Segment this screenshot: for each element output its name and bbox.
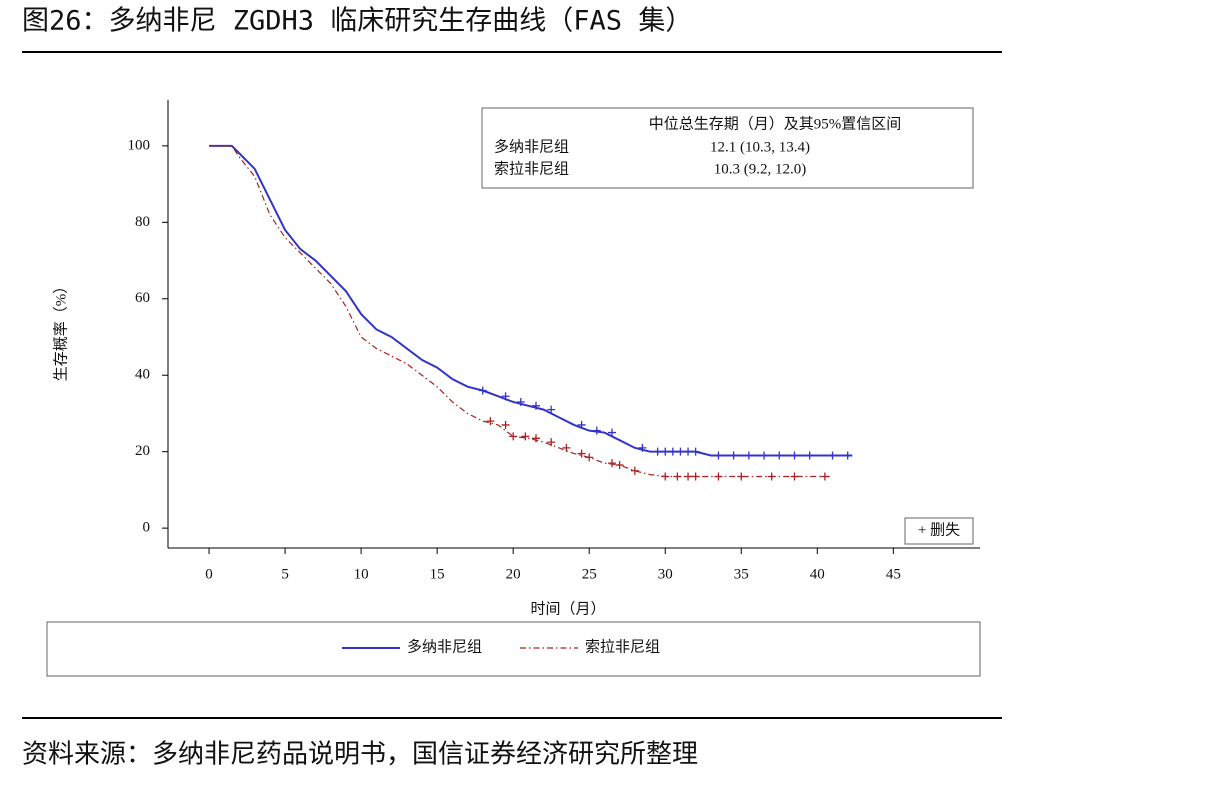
censor-mark xyxy=(744,451,753,460)
x-tick-label: 25 xyxy=(582,566,597,582)
y-axis-label: 生存概率（%） xyxy=(52,279,69,382)
censor-mark xyxy=(585,453,594,462)
censor-mark xyxy=(668,447,677,456)
censor-mark xyxy=(676,447,685,456)
censor-mark xyxy=(790,472,799,481)
censor-mark xyxy=(478,386,487,395)
x-tick-label: 40 xyxy=(810,566,825,582)
y-tick-label: 60 xyxy=(135,290,150,306)
censor-box xyxy=(904,517,974,545)
censor-mark xyxy=(516,397,525,406)
censor-mark xyxy=(486,417,495,426)
censor-mark xyxy=(760,451,769,460)
survival-line xyxy=(209,145,833,478)
censor-mark xyxy=(608,428,617,437)
censor-mark xyxy=(684,447,693,456)
y-tick-label: 80 xyxy=(135,214,150,230)
legend-label: 索拉非尼组 xyxy=(585,638,660,655)
x-axis-label: 时间（月） xyxy=(530,600,605,617)
censor-mark xyxy=(714,472,723,481)
censor-mark xyxy=(775,451,784,460)
censor-mark xyxy=(501,392,510,401)
censor-mark xyxy=(547,405,556,414)
censor-mark xyxy=(828,451,837,460)
x-tick-label: 30 xyxy=(658,566,673,582)
source: 资料来源：多纳非尼药品说明书，国信证券经济研究所整理 xyxy=(22,740,698,770)
chart-title: 图26：多纳非尼 ZGDH3 临床研究生存曲线（FAS 集） xyxy=(22,6,692,37)
legend-box xyxy=(46,621,981,677)
censor-mark xyxy=(577,449,586,458)
censor-mark xyxy=(729,451,738,460)
y-tick-label: 20 xyxy=(135,443,150,459)
censor-mark xyxy=(843,451,852,460)
inset-cell: 多纳非尼组 xyxy=(494,138,569,155)
censor-mark xyxy=(509,432,518,441)
censor-mark xyxy=(608,459,617,468)
censor-mark xyxy=(737,472,746,481)
censor-mark xyxy=(684,472,693,481)
x-tick-label: 5 xyxy=(281,566,289,582)
x-tick-label: 10 xyxy=(354,566,369,582)
y-tick-label: 40 xyxy=(135,367,150,383)
censor-mark xyxy=(820,472,829,481)
x-tick-label: 0 xyxy=(205,566,213,582)
censor-mark xyxy=(790,451,799,460)
censor-mark xyxy=(653,447,662,456)
censor-mark xyxy=(531,401,540,410)
x-tick-label: 20 xyxy=(506,566,521,582)
inset-cell: 12.1 (10.3, 13.4) xyxy=(710,139,810,155)
survival-line xyxy=(209,144,853,457)
censor-mark xyxy=(673,472,682,481)
censor-mark xyxy=(714,451,723,460)
inset-cell: 10.3 (9.2, 12.0) xyxy=(714,161,807,177)
x-tick-label: 45 xyxy=(886,566,901,582)
censor-mark xyxy=(805,451,814,460)
inset-box xyxy=(481,107,974,189)
censor-mark xyxy=(501,420,510,429)
censor-label: + 删失 xyxy=(918,521,960,538)
inset-header: 中位总生存期（月）及其95%置信区间 xyxy=(649,115,902,132)
censor-mark xyxy=(691,447,700,456)
censor-mark xyxy=(531,434,540,443)
censor-mark xyxy=(562,443,571,452)
censor-mark xyxy=(547,438,556,447)
censor-mark xyxy=(615,461,624,470)
censor-mark xyxy=(661,447,670,456)
legend-label: 多纳非尼组 xyxy=(407,638,482,655)
censor-mark xyxy=(630,466,639,475)
censor-mark xyxy=(521,432,530,441)
x-tick-label: 15 xyxy=(430,566,445,582)
censor-mark xyxy=(767,472,776,481)
y-tick-label: 0 xyxy=(143,520,151,536)
censor-mark xyxy=(577,420,586,429)
censor-mark xyxy=(661,472,670,481)
x-tick-label: 35 xyxy=(734,566,749,582)
censor-mark xyxy=(592,426,601,435)
censor-mark xyxy=(638,443,647,452)
censor-mark xyxy=(691,472,700,481)
inset-cell: 索拉非尼组 xyxy=(494,160,569,177)
y-tick-label: 100 xyxy=(128,137,151,153)
